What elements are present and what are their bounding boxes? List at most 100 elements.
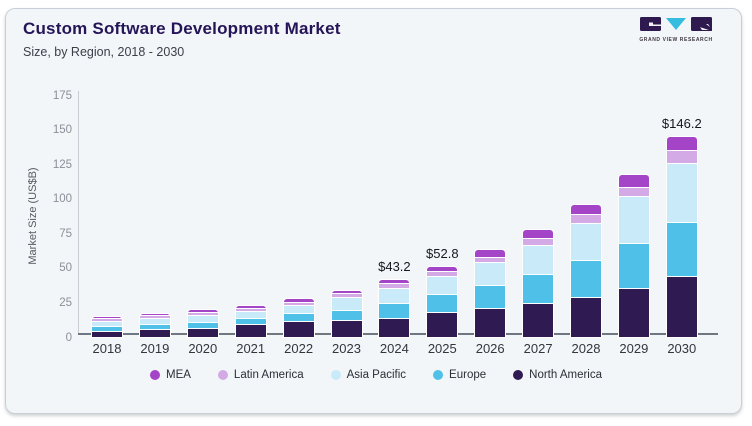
bar-segment-north-america[interactable]: [283, 322, 314, 338]
bar-segment-europe[interactable]: [427, 294, 458, 313]
bar-segment-asia-pacific[interactable]: [618, 197, 649, 244]
legend-item-mea[interactable]: MEA: [150, 369, 191, 381]
bar-segment-asia-pacific[interactable]: [187, 315, 218, 322]
bar-segment-europe[interactable]: [187, 322, 218, 328]
bar-segment-north-america[interactable]: [139, 330, 170, 338]
legend-item-asia-pacific[interactable]: Asia Pacific: [330, 369, 407, 381]
gvr-logo: GRAND VIEW RESEARCH: [636, 17, 716, 43]
bar-segment-latin-america[interactable]: [523, 239, 554, 245]
bar-segment-mea[interactable]: [139, 313, 170, 316]
bar-segment-latin-america[interactable]: [618, 187, 649, 197]
bar-segment-north-america[interactable]: [235, 325, 266, 338]
bar-segment-north-america[interactable]: [379, 318, 410, 338]
bar-2026[interactable]: [474, 249, 507, 339]
bar-segment-north-america[interactable]: [666, 277, 697, 338]
bar-segment-mea[interactable]: [92, 316, 122, 319]
bar-2027[interactable]: [522, 228, 555, 339]
bar-segment-asia-pacific[interactable]: [571, 223, 601, 261]
bar-segment-europe[interactable]: [379, 303, 410, 318]
bar-segment-europe[interactable]: [666, 223, 697, 277]
bar-segment-mea[interactable]: [666, 137, 697, 151]
bar-segment-mea[interactable]: [283, 299, 314, 302]
legend-item-europe[interactable]: Europe: [433, 369, 486, 381]
bar-2025[interactable]: [426, 265, 459, 339]
legend-color-dot-icon: [433, 370, 444, 380]
bar-2022[interactable]: [282, 298, 315, 339]
legend-item-north-america[interactable]: North America: [513, 369, 602, 381]
y-tick-label: 0: [65, 331, 72, 344]
bar-2021[interactable]: [234, 304, 267, 339]
bar-segment-north-america[interactable]: [92, 331, 122, 338]
x-tick-label-2021: 2021: [236, 341, 266, 356]
bar-segment-mea[interactable]: [475, 250, 506, 258]
bar-segment-latin-america[interactable]: [571, 215, 601, 223]
bar-segment-asia-pacific[interactable]: [92, 321, 122, 326]
bar-segment-latin-america[interactable]: [666, 151, 697, 164]
bar-segment-asia-pacific[interactable]: [139, 318, 170, 324]
bar-segment-europe[interactable]: [92, 326, 122, 331]
bar-segment-europe[interactable]: [618, 244, 649, 288]
bar-segment-latin-america[interactable]: [379, 284, 410, 288]
bar-segment-asia-pacific[interactable]: [283, 306, 314, 313]
bar-segment-mea[interactable]: [379, 279, 410, 284]
bar-segment-europe[interactable]: [139, 324, 170, 330]
bar-segment-north-america[interactable]: [475, 309, 506, 338]
bar-segment-latin-america[interactable]: [427, 272, 458, 276]
legend-label: Asia Pacific: [346, 369, 407, 381]
bar-segment-europe[interactable]: [523, 275, 554, 303]
bar-segment-europe[interactable]: [475, 286, 506, 309]
bar-segment-latin-america[interactable]: [283, 302, 314, 306]
bar-segment-latin-america[interactable]: [92, 319, 122, 321]
bar-segment-europe[interactable]: [235, 319, 266, 325]
legend-item-latin-america[interactable]: Latin America: [217, 369, 304, 381]
y-tick-label: 125: [52, 158, 72, 171]
bar-2028[interactable]: [570, 204, 602, 339]
bar-segment-asia-pacific[interactable]: [331, 297, 362, 310]
y-tick-label: 50: [59, 262, 72, 275]
bar-segment-asia-pacific[interactable]: [475, 262, 506, 286]
x-tick-label-2025: 2025: [427, 341, 457, 356]
bar-2029[interactable]: [617, 174, 650, 339]
bar-segment-mea[interactable]: [331, 290, 362, 294]
bar-value-label-2030: $146.2: [661, 116, 702, 132]
bar-2024[interactable]: [378, 278, 411, 339]
bar-segment-north-america[interactable]: [187, 328, 218, 338]
bar-segment-north-america[interactable]: [331, 321, 362, 338]
bar-segment-north-america[interactable]: [523, 303, 554, 338]
bar-segment-europe[interactable]: [571, 261, 601, 297]
bar-2023[interactable]: [330, 289, 363, 339]
y-axis-line: [78, 91, 79, 334]
bar-segment-latin-america[interactable]: [235, 309, 266, 312]
bar-2019[interactable]: [138, 312, 171, 339]
bar-segment-north-america[interactable]: [571, 297, 601, 338]
bar-2020[interactable]: [186, 309, 219, 339]
bar-segment-asia-pacific[interactable]: [427, 276, 458, 294]
bar-segment-mea[interactable]: [571, 205, 601, 215]
bar-segment-mea[interactable]: [427, 266, 458, 272]
bar-2018[interactable]: [91, 315, 123, 339]
bar-segment-mea[interactable]: [235, 305, 266, 309]
bar-segment-mea[interactable]: [618, 175, 649, 187]
bar-segment-europe[interactable]: [283, 313, 314, 322]
y-tick-label: 75: [59, 227, 72, 240]
bar-segment-latin-america[interactable]: [331, 294, 362, 297]
bar-segment-mea[interactable]: [187, 310, 218, 312]
bar-segment-north-america[interactable]: [618, 288, 649, 338]
bar-segment-latin-america[interactable]: [475, 258, 506, 262]
bar-segment-latin-america[interactable]: [187, 313, 218, 315]
legend-label: North America: [529, 369, 602, 381]
bar-segment-asia-pacific[interactable]: [523, 245, 554, 275]
legend-label: Latin America: [233, 369, 304, 381]
bar-segment-north-america[interactable]: [427, 313, 458, 338]
bar-segment-asia-pacific[interactable]: [235, 312, 266, 319]
x-tick-label-2028: 2028: [571, 341, 601, 356]
bar-segment-asia-pacific[interactable]: [666, 164, 697, 223]
bar-segment-europe[interactable]: [331, 310, 362, 321]
x-tick-label-2018: 2018: [92, 341, 122, 356]
x-tick-label-2020: 2020: [188, 341, 218, 356]
bar-segment-mea[interactable]: [523, 229, 554, 239]
bar-segment-asia-pacific[interactable]: [379, 288, 410, 303]
bar-segment-latin-america[interactable]: [139, 316, 170, 318]
bar-2030[interactable]: [665, 136, 698, 339]
